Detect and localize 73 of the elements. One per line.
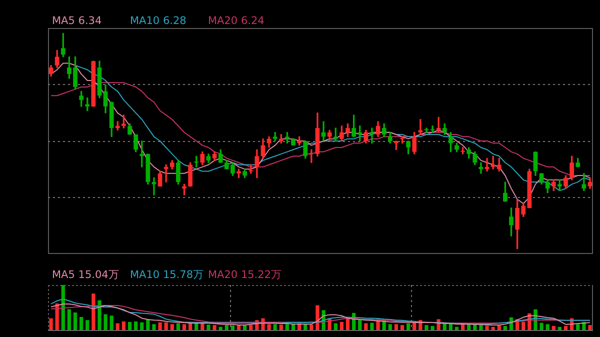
bar [176,323,180,330]
bar [188,323,192,330]
text: MA10 15.78万 [130,268,205,282]
bar [104,314,108,330]
bar [267,324,271,330]
bar [273,324,277,330]
bar [304,324,308,330]
bar [212,325,216,330]
bar [164,322,168,330]
bar [140,322,144,330]
bar [134,321,138,330]
bar [552,326,556,330]
bar [73,312,78,330]
bar [182,324,186,330]
bar [158,322,162,330]
bar [340,322,344,330]
bar [424,325,428,330]
bar [249,325,253,330]
bar [218,326,222,330]
bar [285,324,290,330]
bar [364,323,368,330]
bar [358,320,362,330]
bar [388,324,392,330]
bar [346,318,350,330]
bar [128,322,132,330]
bar [334,323,338,330]
bar [236,326,241,330]
bar [454,326,459,330]
bar [310,324,314,330]
bar [503,326,508,330]
bar [370,322,374,330]
bar [485,326,489,330]
bar [206,324,210,330]
bar [491,326,495,330]
text: MA10 6.28 [130,15,188,27]
bar [122,321,126,330]
bar [92,294,96,330]
bar [467,324,471,330]
text: MA5 15.04万 [52,268,120,282]
bar [588,325,592,330]
bar [152,324,156,330]
bar [230,326,235,330]
bar [116,323,120,330]
bar [79,316,84,330]
bar [558,326,562,330]
bar [61,285,65,330]
bar [194,323,198,330]
bar [316,305,320,330]
bar [86,320,90,330]
bar [279,324,283,330]
bar [394,324,398,330]
bar [546,324,550,330]
bar [170,324,174,330]
bar [224,325,228,330]
bar [110,316,114,330]
text: MA20 15.22万 [208,268,283,282]
bar [146,319,150,330]
bar [67,309,72,330]
bar [522,322,526,330]
bar [540,322,544,330]
bar [200,323,204,330]
bar [430,326,434,330]
bar [49,318,53,330]
text: MA5 6.34 [52,15,103,27]
bar [412,322,416,330]
bar [291,324,296,330]
bar [400,325,404,330]
text: MA20 6.24 [208,15,266,27]
bar [497,326,501,330]
bar [242,326,247,330]
bar [576,324,580,330]
bar [406,323,410,330]
bar [564,326,568,330]
